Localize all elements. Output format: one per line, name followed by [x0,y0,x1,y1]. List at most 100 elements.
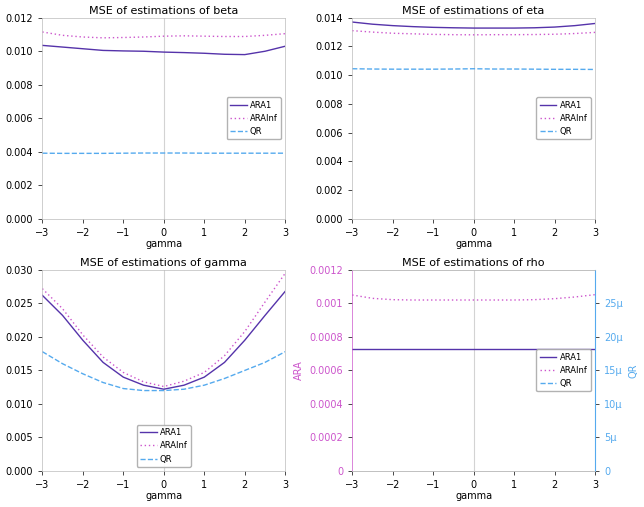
ARAInf [180,378,188,384]
Legend: ARA1, ARAInf, QR: ARA1, ARAInf, QR [536,97,591,139]
ARA1 [241,337,249,343]
ARA1 [348,346,356,352]
ARAInf [221,33,229,40]
ARA1 [571,346,579,352]
Title: MSE of estimations of rho: MSE of estimations of rho [402,258,545,268]
ARAInf [430,297,437,303]
QR [261,359,269,366]
Title: MSE of estimations of gamma: MSE of estimations of gamma [80,258,247,268]
ARA1 [99,47,107,53]
QR [389,66,397,72]
ARA1 [261,48,269,54]
QR [39,150,46,156]
ARAInf [510,31,518,38]
QR [79,150,87,156]
ARA1 [119,374,127,380]
Line: ARA1: ARA1 [43,292,285,389]
ARA1 [79,46,87,52]
ARAInf [571,30,579,37]
ARAInf [551,31,558,38]
ARAInf [409,31,417,37]
ARAInf [348,27,356,33]
QR [409,66,417,72]
ARA1 [469,346,477,352]
ARA1 [430,346,437,352]
ARAInf [99,354,107,360]
ARA1 [490,25,498,31]
ARA1 [241,52,249,58]
QR [368,66,376,72]
Title: MSE of estimations of beta: MSE of estimations of beta [89,6,238,16]
QR [221,150,229,156]
QR [531,66,538,72]
ARAInf [531,31,538,38]
ARA1 [591,20,599,26]
ARA1 [59,312,66,318]
Line: QR: QR [43,352,285,390]
ARA1 [551,24,558,30]
ARA1 [510,346,518,352]
ARAInf [389,297,397,303]
QR [180,386,188,392]
ARAInf [160,33,167,39]
QR [140,387,147,393]
ARA1 [140,382,147,388]
ARAInf [368,29,376,35]
ARA1 [39,43,46,49]
ARA1 [409,346,417,352]
ARA1 [140,48,147,54]
X-axis label: gamma: gamma [146,491,182,501]
QR [281,150,289,156]
QR [200,150,208,156]
QR [591,66,599,73]
ARAInf [591,29,599,35]
ARA1 [531,346,538,352]
Line: ARAInf: ARAInf [352,30,595,35]
QR [180,150,188,156]
ARA1 [450,25,457,31]
ARA1 [160,49,167,55]
ARAInf [221,353,229,359]
X-axis label: gamma: gamma [455,491,492,501]
ARA1 [180,50,188,56]
ARAInf [39,29,46,35]
ARA1 [551,346,558,352]
ARAInf [450,297,457,303]
QR [469,66,477,72]
Legend: ARA1, ARAInf, QR: ARA1, ARAInf, QR [227,97,281,139]
ARA1 [261,312,269,318]
ARA1 [200,374,208,380]
ARAInf [571,294,579,300]
QR [79,371,87,377]
Legend: ARA1, ARAInf, QR: ARA1, ARAInf, QR [137,425,191,467]
ARAInf [261,32,269,39]
ARAInf [469,297,477,303]
QR [200,382,208,388]
QR [140,150,147,156]
ARA1 [490,346,498,352]
X-axis label: gamma: gamma [455,239,492,249]
QR [490,66,498,72]
ARA1 [389,23,397,29]
ARAInf [79,34,87,40]
ARAInf [160,383,167,389]
ARA1 [39,292,46,298]
ARA1 [531,25,538,31]
ARA1 [221,51,229,57]
ARA1 [160,386,167,392]
ARAInf [389,30,397,37]
Line: ARAInf: ARAInf [352,295,595,300]
QR [221,376,229,382]
ARA1 [510,25,518,31]
ARA1 [409,24,417,30]
ARA1 [79,337,87,343]
Legend: ARA1, ARAInf, QR: ARA1, ARAInf, QR [536,349,591,391]
QR [59,360,66,367]
ARA1 [221,359,229,366]
ARAInf [281,30,289,37]
ARA1 [389,346,397,352]
Line: ARAInf: ARAInf [43,32,285,38]
ARAInf [59,32,66,39]
ARAInf [281,270,289,276]
Y-axis label: ARA: ARA [294,360,304,380]
